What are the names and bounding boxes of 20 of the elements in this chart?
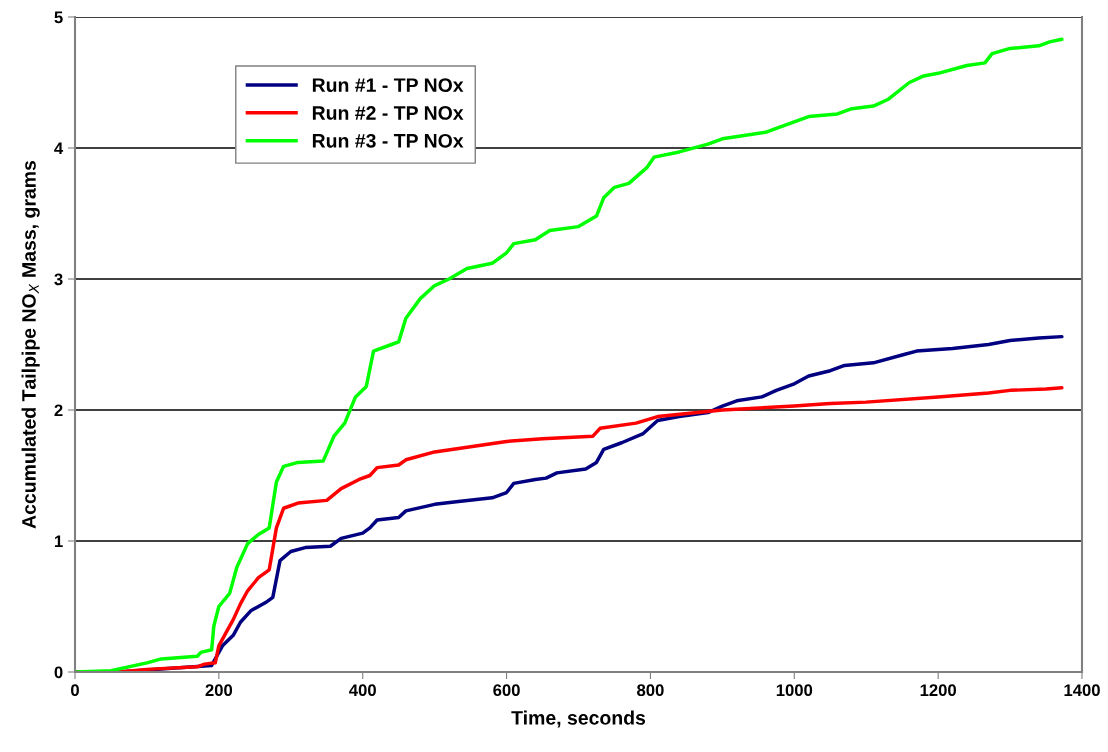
line-series [75, 37, 1064, 672]
x-tick-label: 400 [349, 684, 376, 697]
y-tick-label: 2 [54, 404, 63, 417]
y-tick-label: 5 [54, 11, 63, 24]
x-tick-label: 600 [493, 684, 520, 697]
y-axis-title: Accumulated Tailpipe NO$_{X}$ Mass, grams [21, 160, 40, 529]
x-tick-label: 200 [205, 684, 233, 697]
y-tick-label: 3 [54, 273, 63, 286]
y-tick-label: 0 [54, 666, 63, 679]
legend-label: Run #2 - TP NOx [312, 106, 464, 120]
y-tick-label: 1 [54, 535, 63, 548]
x-tick-label: 1200 [920, 684, 956, 697]
y-tick-label: 4 [54, 142, 64, 155]
x-tick-label: 1000 [776, 684, 813, 697]
x-axis-title: Time, seconds [511, 710, 646, 728]
x-tick-label: 1400 [1064, 684, 1100, 697]
legend-label: Run #1 - TP NOx [312, 78, 464, 92]
x-tick-label: 800 [637, 684, 664, 697]
x-tick-label: 0 [71, 684, 79, 697]
legend-label: Run #3 - TP NOx [312, 133, 464, 148]
